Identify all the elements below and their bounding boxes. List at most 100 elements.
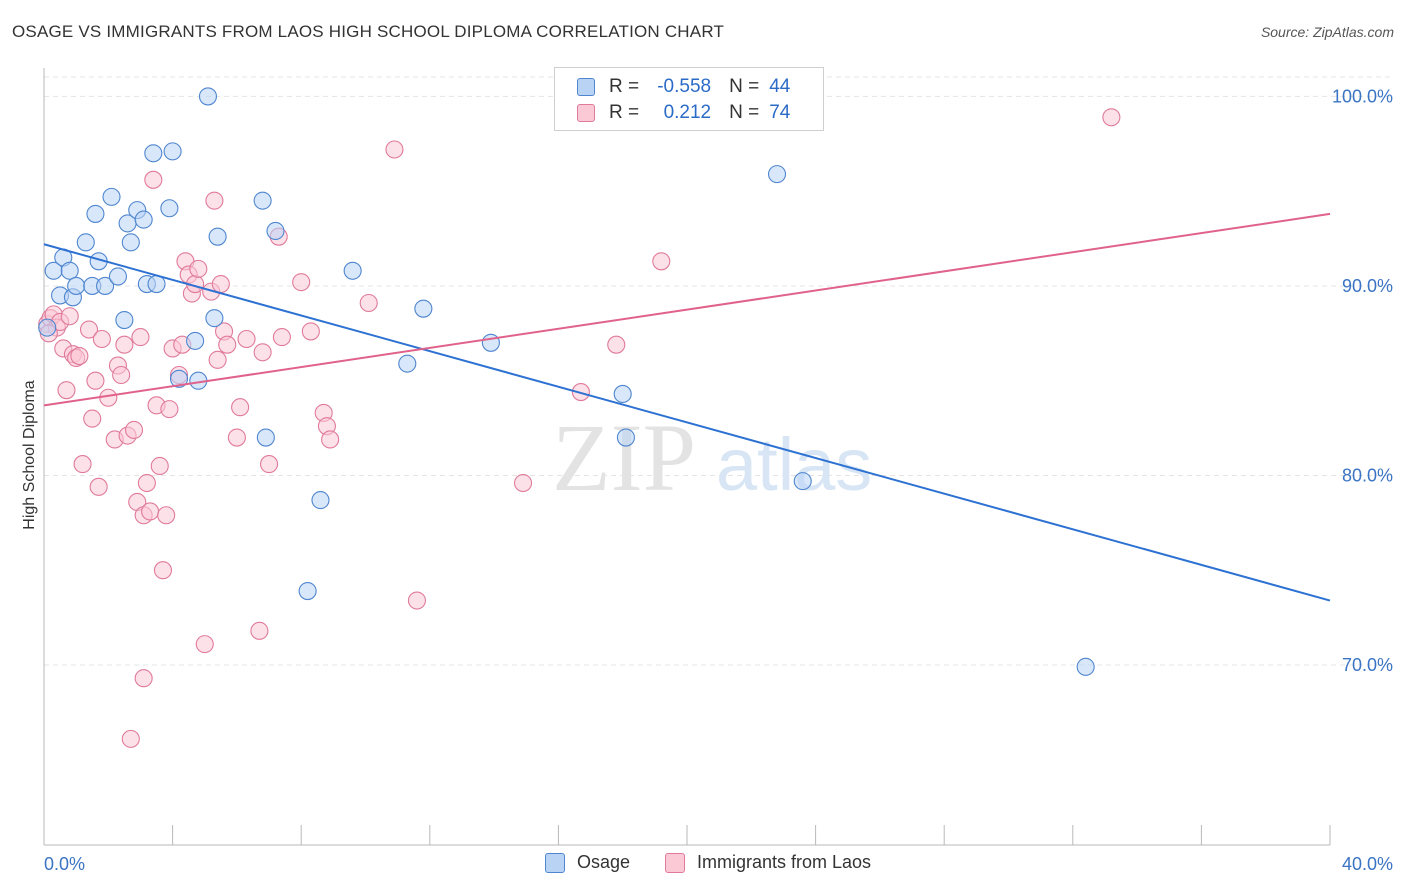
y-axis-label: High School Diploma [21, 380, 38, 530]
laos-point [79, 320, 99, 339]
legend-item-osage[interactable]: Osage [545, 852, 630, 873]
laos-swatch [577, 104, 595, 122]
laos-point [385, 140, 404, 159]
laos-point [141, 502, 160, 521]
osage-point [311, 491, 330, 510]
laos-point [89, 477, 108, 496]
osage-point [102, 187, 121, 206]
x-tick-label: 40.0% [1342, 854, 1393, 874]
legend-row-osage: R = -0.558 N = 44 [577, 75, 790, 99]
laos-trend-line [43, 212, 1331, 407]
axes [43, 68, 1331, 846]
n-label: N = [729, 102, 760, 123]
laos-legend-swatch [665, 852, 685, 873]
laos-point [227, 428, 246, 447]
osage-point [767, 165, 787, 184]
legend-label-osage: Osage [577, 852, 631, 872]
laos-point [208, 350, 227, 369]
osage-point [186, 331, 205, 350]
r-label: R = [609, 76, 640, 97]
laos-point [259, 455, 279, 474]
osage-point [86, 204, 105, 223]
osage-point [144, 144, 163, 163]
laos-point [131, 328, 150, 347]
laos-point [237, 329, 256, 349]
watermark-atlas: atlas [716, 423, 872, 506]
osage-point [793, 472, 812, 491]
osage-point [398, 354, 417, 373]
series-legend: Osage Immigrants from Laos [0, 852, 1406, 878]
osage-point [67, 276, 86, 295]
osage-point [208, 227, 227, 246]
y-tick-label: 100.0% [1332, 86, 1393, 106]
n-value: 74 [769, 102, 791, 123]
n-value: 44 [769, 76, 791, 97]
osage-point [134, 210, 153, 229]
osage-point [613, 384, 632, 404]
laos-point [652, 252, 671, 271]
laos-point [321, 430, 340, 449]
osage-point [414, 299, 433, 318]
osage-point [96, 276, 115, 295]
legend-label-laos: Immigrants from Laos [697, 852, 872, 872]
osage-point [115, 311, 134, 330]
laos-point [407, 591, 426, 610]
laos-point [57, 381, 76, 400]
osage-point [76, 233, 95, 252]
osage-point [169, 369, 189, 388]
laos-point [86, 371, 105, 390]
laos-point [250, 621, 269, 640]
r-value: -0.558 [657, 76, 712, 97]
legend-item-laos[interactable]: Immigrants from Laos [665, 852, 871, 873]
osage-point [60, 261, 79, 280]
osage-point [121, 233, 140, 252]
osage-point [266, 221, 285, 241]
laos-point [1102, 108, 1121, 127]
osage-point [256, 428, 275, 447]
laos-point [160, 400, 179, 419]
laos-point [144, 170, 163, 189]
osage-point [1076, 657, 1095, 676]
laos-point [99, 388, 118, 407]
trend-lines [43, 212, 1331, 602]
osage-point [38, 318, 57, 337]
osage-point [298, 582, 317, 601]
osage-point [163, 142, 182, 161]
laos-point [513, 473, 533, 493]
n-label: N = [729, 76, 760, 97]
laos-point [607, 335, 626, 354]
osage-point [253, 191, 272, 210]
y-tick-label: 80.0% [1342, 465, 1393, 485]
laos-point [137, 473, 156, 493]
laos-point [292, 273, 311, 292]
osage-trend-line [43, 243, 1331, 602]
laos-point [60, 307, 79, 326]
x-tick-label: 0.0% [44, 854, 85, 874]
osage-point [205, 309, 224, 328]
laos-point [112, 365, 131, 385]
watermark-zip: ZIP [552, 404, 696, 511]
data-points [38, 87, 1121, 748]
watermark: ZIP atlas [552, 404, 872, 511]
laos-point [272, 328, 291, 347]
laos-point [218, 335, 237, 354]
correlation-legend: R = -0.558 N = 44 R = 0.212 N = 74 [554, 67, 824, 131]
laos-point [134, 669, 153, 688]
y-tick-label: 90.0% [1342, 276, 1393, 296]
osage-legend-swatch [545, 852, 565, 873]
laos-point [92, 329, 111, 349]
laos-point [195, 635, 214, 654]
chart-title: OSAGE VS IMMIGRANTS FROM LAOS HIGH SCHOO… [12, 22, 725, 41]
laos-point [211, 274, 230, 294]
laos-point [121, 729, 140, 748]
osage-point [108, 267, 127, 286]
laos-point [73, 455, 92, 474]
grid-lines [44, 76, 1392, 666]
osage-point [198, 87, 218, 106]
laos-point [150, 456, 169, 476]
r-label: R = [609, 102, 640, 123]
laos-point [115, 335, 134, 354]
laos-point [189, 259, 208, 278]
osage-point [616, 428, 635, 447]
